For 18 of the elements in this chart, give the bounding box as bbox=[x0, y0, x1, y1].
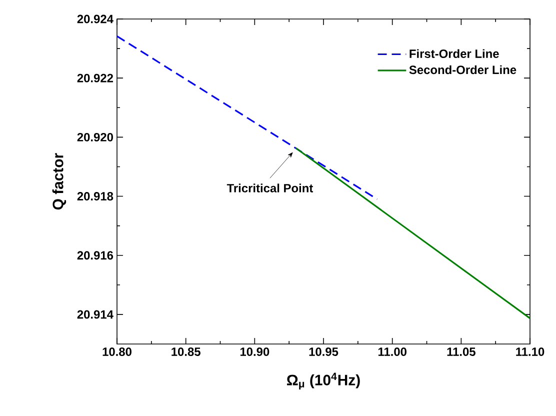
y-tick-label: 20.924 bbox=[77, 14, 114, 24]
y-tick-label: 20.918 bbox=[77, 192, 114, 200]
x-axis-title: Ω$_{μ}$ (10$^{4}$Hz) bbox=[287, 372, 360, 390]
x-tick-label: 11.00 bbox=[378, 348, 406, 356]
y-axis-title: Q factor bbox=[52, 153, 66, 210]
x-tick-label: 11.10 bbox=[516, 348, 544, 356]
x-tick-label: 11.05 bbox=[447, 348, 476, 356]
x-tick-label: 10.95 bbox=[309, 348, 338, 356]
x-tick-label: 10.80 bbox=[102, 348, 132, 356]
x-tick-label: 10.90 bbox=[240, 348, 270, 356]
y-tick-label: 20.920 bbox=[77, 132, 113, 142]
y-tick-label: 20.914 bbox=[77, 310, 114, 319]
y-tick-label: 20.922 bbox=[77, 74, 113, 82]
legend-label: First-Order Line bbox=[410, 49, 499, 58]
x-tick-label: 10.85 bbox=[172, 348, 200, 356]
legend-label: Second-Order Line bbox=[409, 65, 516, 74]
y-tick-label: 20.916 bbox=[77, 251, 114, 260]
annotation: Tricritical Point bbox=[226, 184, 313, 192]
